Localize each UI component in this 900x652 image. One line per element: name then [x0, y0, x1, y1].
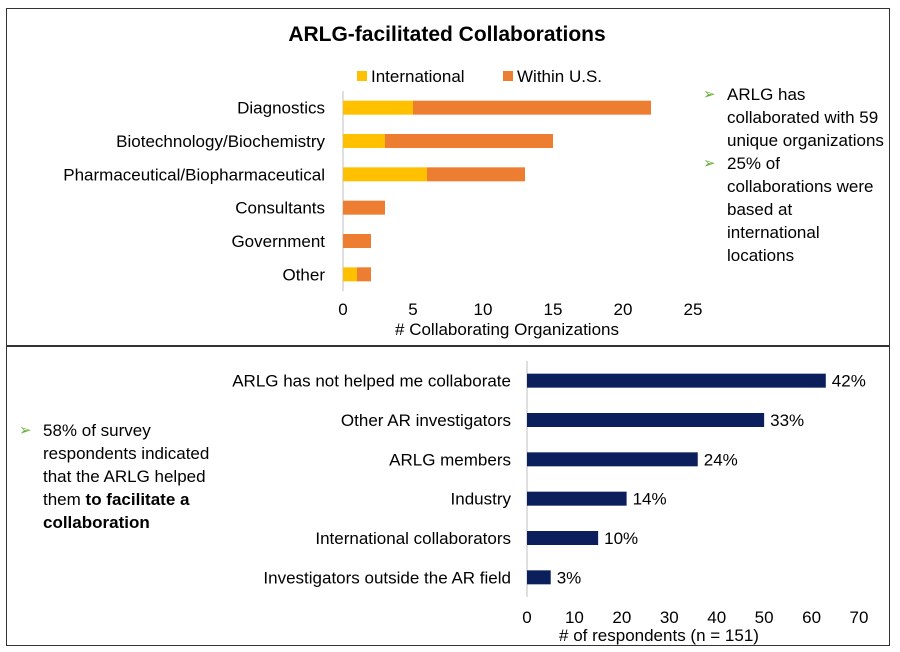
category-label: Diagnostics	[237, 99, 325, 118]
x-tick-label: 15	[544, 300, 563, 319]
x-tick-label: 70	[850, 608, 869, 627]
note-text: 25% of collaborations were based at inte…	[727, 154, 874, 265]
note-text-bold: to facilitate a collaboration	[43, 490, 190, 532]
category-label: Other	[282, 265, 325, 284]
x-tick-label: 60	[802, 608, 821, 627]
data-label: 10%	[604, 529, 638, 548]
x-axis-label: # Collaborating Organizations	[395, 320, 619, 339]
data-label: 42%	[832, 372, 866, 391]
bar-segment-within-us	[427, 167, 525, 182]
x-tick-label: 20	[614, 300, 633, 319]
x-tick-label: 0	[522, 608, 531, 627]
note-item: ➢ 25% of collaborations were based at in…	[703, 152, 889, 267]
legend-swatch-within-us	[503, 71, 513, 81]
bar-segment-international	[343, 134, 385, 148]
x-tick-label: 5	[408, 300, 417, 319]
bar	[527, 531, 599, 545]
bar	[527, 570, 551, 585]
x-tick-label: 0	[338, 300, 347, 319]
note-text: 58% of survey respondents indicated that…	[43, 419, 229, 534]
note-item: ➢ ARLG has collaborated with 59 unique o…	[703, 83, 889, 152]
note-item: ➢ 58% of survey respondents indicated th…	[19, 419, 229, 534]
category-label: ARLG members	[389, 450, 511, 469]
respondents-chart: ARLG has not helped me collaborate Other …	[232, 361, 869, 645]
bar	[527, 373, 826, 388]
category-label: Government	[231, 232, 325, 251]
legend-label-within-us: Within U.S.	[517, 67, 602, 86]
x-tick-label: 20	[612, 608, 631, 627]
legend-swatch-international	[357, 71, 367, 81]
data-label: 3%	[557, 568, 582, 587]
category-label: Consultants	[235, 199, 325, 218]
bottom-panel: ARLG has not helped me collaborate Other …	[6, 346, 890, 646]
x-tick-label: 40	[707, 608, 726, 627]
arrow-bullet-icon: ➢	[703, 86, 716, 103]
bar-segment-international	[343, 267, 357, 282]
x-tick-label: 10	[474, 300, 493, 319]
bar	[527, 413, 765, 427]
bar-segment-international	[343, 167, 427, 182]
category-label: ARLG has not helped me collaborate	[232, 372, 511, 391]
arrow-bullet-icon: ➢	[19, 422, 32, 439]
category-label: Biotechnology/Biochemistry	[116, 132, 325, 151]
category-label: Other AR investigators	[341, 411, 511, 430]
bar-segment-within-us	[343, 234, 371, 248]
bottom-note: ➢ 58% of survey respondents indicated th…	[19, 419, 229, 534]
x-tick-label: 25	[684, 300, 703, 319]
top-panel: ARLG-facilitated Collaborations Internat…	[6, 8, 890, 346]
data-label: 33%	[770, 411, 804, 430]
legend-label-international: International	[371, 67, 465, 86]
category-label: Industry	[451, 490, 512, 509]
collaborations-chart: ARLG-facilitated Collaborations Internat…	[63, 23, 703, 339]
bar-segment-within-us	[343, 200, 385, 215]
note-text: ARLG has collaborated with 59 unique org…	[727, 85, 884, 150]
top-notes: ➢ ARLG has collaborated with 59 unique o…	[703, 83, 889, 267]
x-axis-label: # of respondents (n = 151)	[559, 626, 759, 645]
chart-title: ARLG-facilitated Collaborations	[288, 23, 605, 46]
x-tick-label: 50	[755, 608, 774, 627]
data-label: 24%	[704, 450, 738, 469]
data-label: 14%	[633, 490, 667, 509]
category-label: Pharmaceutical/Biopharmaceutical	[63, 165, 325, 184]
bar-segment-international	[343, 100, 413, 115]
legend: International Within U.S.	[357, 67, 602, 86]
x-tick-label: 10	[565, 608, 584, 627]
bar-segment-within-us	[413, 100, 651, 115]
bar-segment-within-us	[357, 267, 371, 282]
category-label: International collaborators	[315, 529, 511, 548]
bar	[527, 491, 627, 506]
x-tick-label: 30	[660, 608, 679, 627]
category-label: Investigators outside the AR field	[263, 568, 511, 587]
arrow-bullet-icon: ➢	[703, 155, 716, 172]
note-text-regular: 58% of survey respondents indicated that…	[43, 421, 210, 509]
bar	[527, 452, 698, 467]
bar-segment-within-us	[385, 134, 553, 148]
